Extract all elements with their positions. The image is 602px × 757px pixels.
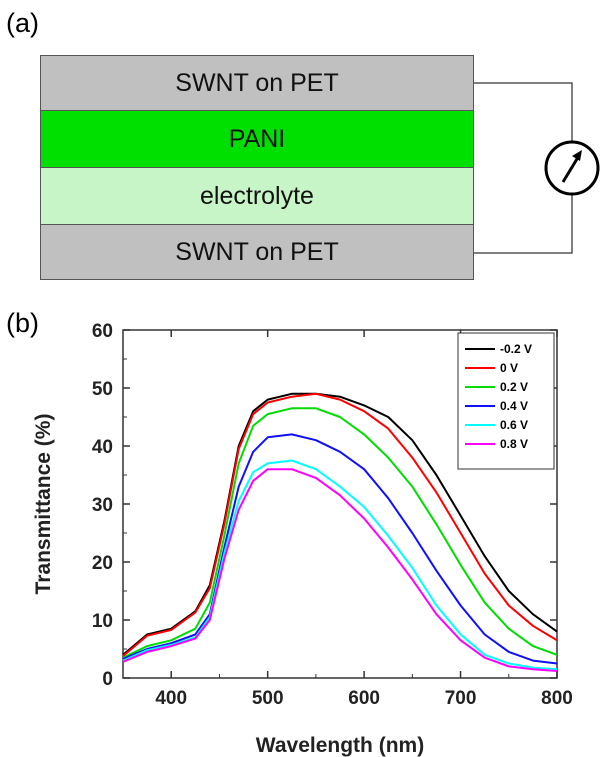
- legend-label: 0 V: [500, 361, 518, 375]
- series-line: [122, 407, 558, 659]
- x-tick-label: 600: [348, 688, 380, 709]
- layer-label: SWNT on PET: [175, 68, 339, 97]
- x-tick-label: 800: [541, 688, 573, 709]
- panel-b-label: (b): [6, 308, 39, 338]
- legend-label: 0.6 V: [500, 418, 528, 432]
- layer-swnt-bottom: SWNT on PET: [40, 224, 474, 280]
- y-tick-label: 60: [92, 321, 113, 342]
- series-line: [122, 433, 558, 665]
- y-tick-label: 40: [92, 437, 113, 458]
- x-tick-label: 400: [155, 688, 187, 709]
- layer-label: PANI: [228, 124, 286, 153]
- legend-label: -0.2 V: [500, 342, 532, 356]
- x-tick-label: 500: [252, 688, 284, 709]
- legend-box: [457, 332, 555, 470]
- series-line: [122, 468, 558, 672]
- layer-label: electrolyte: [200, 181, 314, 210]
- y-tick-label: 0: [102, 669, 113, 690]
- legend-label: 0.8 V: [500, 437, 528, 451]
- y-tick-label: 10: [92, 611, 113, 632]
- panel-a-label: (a): [6, 8, 39, 38]
- ammeter-icon: [544, 140, 600, 196]
- y-tick-label: 50: [92, 379, 113, 400]
- circuit-diagram: [474, 82, 600, 254]
- series-line: [122, 392, 558, 657]
- y-tick-label: 20: [92, 553, 113, 574]
- layer-pani: PANI: [40, 110, 474, 168]
- legend-label: 0.2 V: [500, 380, 528, 394]
- x-tick-label: 700: [445, 688, 477, 709]
- x-axis-title: Wavelength (nm): [256, 734, 424, 757]
- legend-label: 0.4 V: [500, 399, 528, 413]
- y-tick-label: 30: [92, 495, 113, 516]
- layer-label: SWNT on PET: [175, 237, 339, 266]
- series-line: [122, 459, 558, 671]
- y-axis-title: Transmittance (%): [32, 414, 55, 595]
- layer-swnt-top: SWNT on PET: [40, 55, 474, 111]
